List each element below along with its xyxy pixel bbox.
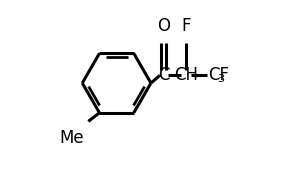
Text: C: C [158, 66, 170, 84]
Text: CF: CF [209, 66, 230, 84]
Text: CH: CH [174, 66, 198, 84]
Text: 3: 3 [217, 74, 224, 84]
Text: Me: Me [60, 129, 84, 147]
Text: O: O [157, 17, 170, 35]
Text: F: F [181, 17, 191, 35]
